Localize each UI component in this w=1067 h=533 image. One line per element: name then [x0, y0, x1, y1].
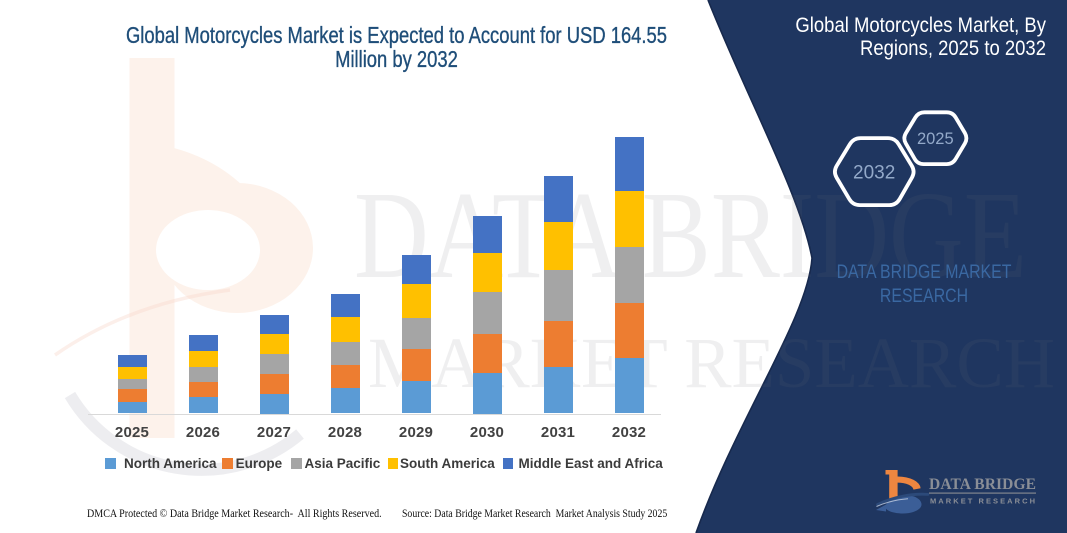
svg-text:2032: 2032 — [853, 163, 895, 184]
svg-text:2025: 2025 — [917, 130, 954, 148]
svg-text:MARKET RESEARCH: MARKET RESEARCH — [930, 497, 1035, 506]
svg-text:DATA BRIDGE: DATA BRIDGE — [354, 167, 1027, 305]
svg-text:DATA BRIDGE: DATA BRIDGE — [929, 476, 1036, 493]
